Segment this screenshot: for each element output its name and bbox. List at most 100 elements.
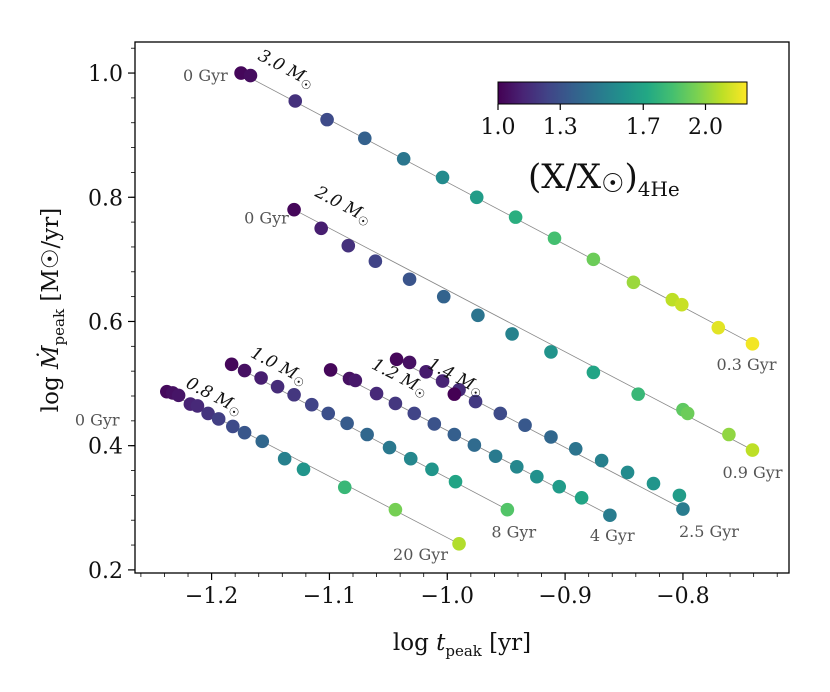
data-point — [586, 365, 601, 380]
data-point — [745, 443, 760, 457]
data-point — [574, 491, 589, 505]
colorbar-tick-label: 2.0 — [688, 115, 723, 140]
data-point — [237, 363, 252, 378]
data-point — [402, 272, 417, 287]
colorbar-label-main: (X/X — [528, 157, 602, 197]
data-point — [419, 364, 433, 379]
data-point — [508, 210, 523, 224]
data-point — [237, 425, 252, 440]
data-point — [369, 386, 384, 401]
series-end-label: 4 Gyr — [590, 526, 635, 545]
data-point — [320, 112, 334, 127]
data-point — [277, 451, 292, 466]
series-end-label: 2.5 Gyr — [679, 522, 739, 541]
data-point — [672, 488, 687, 503]
data-point — [211, 412, 226, 426]
x-axis-title-var: t — [436, 630, 446, 656]
data-point — [296, 462, 311, 477]
data-point — [402, 355, 417, 370]
axes: −1.2 −1.1 −1.0 −0.9 −0.8 0.2 0.4 0.6 0.8 1.0 — [88, 41, 790, 609]
data-point — [243, 68, 258, 83]
x-axis-title-unit: [yr] — [482, 630, 531, 656]
data-point — [388, 396, 403, 411]
data-point — [711, 320, 726, 335]
series-3: 1.2 M☉4 Gyr — [323, 355, 635, 545]
y-axis-title-sub: peak — [50, 308, 68, 345]
data-point — [255, 434, 270, 449]
data-point — [493, 406, 508, 421]
data-point — [403, 451, 418, 466]
data-point — [323, 363, 338, 377]
data-point — [171, 388, 186, 403]
data-point — [287, 202, 301, 217]
y-axis-title-main: log — [38, 369, 64, 412]
data-point — [452, 537, 466, 551]
series-end-label: 8 Gyr — [491, 523, 536, 542]
data-point — [270, 379, 285, 394]
data-point — [427, 417, 442, 431]
plot-frame — [134, 41, 790, 574]
y-tick-label: 0.8 — [88, 186, 123, 211]
x-tick-label: −1.1 — [303, 584, 356, 609]
data-point — [471, 308, 485, 323]
data-point — [436, 289, 451, 304]
data-point — [435, 170, 450, 185]
y-tick-label: 0.6 — [88, 310, 123, 335]
y-tick-label: 0.4 — [88, 435, 123, 460]
data-point — [357, 131, 372, 146]
x-tick-label: −0.8 — [656, 584, 709, 609]
data-point — [469, 190, 484, 205]
series-start-label: 0 Gyr — [75, 411, 120, 430]
x-tick-label: −1.2 — [185, 584, 238, 609]
y-axis-title: log Ṁpeak [M☉/yr] — [37, 208, 68, 413]
data-point — [631, 387, 645, 401]
data-point — [544, 430, 558, 444]
y-tick-label: 0.2 — [88, 559, 123, 584]
data-point — [518, 418, 532, 432]
data-point — [552, 479, 567, 494]
colorbar-tick-label: 1.3 — [543, 115, 578, 140]
data-point — [680, 406, 695, 421]
data-point — [254, 371, 268, 385]
data-point — [388, 502, 403, 517]
colorbar-ticks: 1.0 1.3 1.7 2.0 — [481, 104, 723, 140]
data-point — [201, 406, 215, 421]
series-4: 1.4 M☉2.5 Gyr — [389, 352, 739, 541]
data-point — [288, 94, 303, 108]
series-start-label: 0 Gyr — [183, 66, 228, 85]
x-axis-title-main: log — [393, 630, 436, 656]
data-point — [314, 221, 328, 236]
data-point — [224, 357, 239, 372]
series-end-label: 0.9 Gyr — [722, 463, 782, 482]
colorbar-label: (X/X☉)4He — [528, 157, 680, 201]
data-point — [468, 394, 483, 409]
data-point — [321, 406, 336, 421]
data-point — [568, 441, 583, 456]
colorbar-label-sun: ☉ — [601, 169, 624, 199]
data-point — [337, 480, 352, 495]
colorbar-tick-label: 1.0 — [481, 115, 516, 140]
data-point — [646, 476, 661, 491]
x-tick-label: −0.9 — [538, 584, 591, 609]
data-point — [435, 374, 450, 388]
series-mass-label-main: 3.0 M — [255, 46, 309, 87]
data-point — [287, 387, 301, 402]
data-point — [348, 373, 363, 388]
series-start-label: 0 Gyr — [244, 209, 289, 228]
data-point — [447, 427, 462, 442]
data-point — [190, 399, 205, 413]
y-axis-title-unit: [M☉/yr] — [38, 208, 64, 309]
colorbar-label-sub: 4He — [638, 177, 680, 201]
data-point — [448, 474, 463, 489]
data-point — [586, 252, 601, 267]
data-point — [626, 275, 641, 290]
series-end-label: 0.3 Gyr — [716, 355, 776, 374]
data-point — [425, 462, 439, 477]
data-point — [368, 254, 383, 269]
data-point — [488, 449, 503, 464]
data-point — [360, 427, 374, 442]
